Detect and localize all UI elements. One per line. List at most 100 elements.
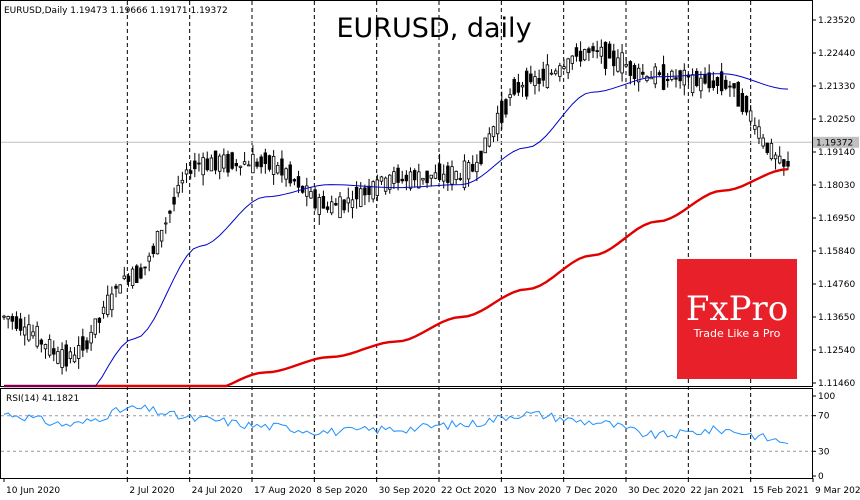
price-tick-label: 1.22440 xyxy=(818,49,855,59)
candle-body xyxy=(130,268,135,286)
candle-body xyxy=(193,160,197,170)
price-tick-label: 1.12540 xyxy=(818,346,855,356)
candle-body xyxy=(483,137,487,154)
candle-body xyxy=(616,57,620,72)
candle-body xyxy=(454,170,458,180)
candle-body xyxy=(238,165,243,168)
candle-body xyxy=(184,169,189,175)
candle-body xyxy=(296,176,301,188)
candle-body xyxy=(541,68,545,81)
candle-body xyxy=(143,266,147,269)
candle-body xyxy=(218,155,222,172)
candle-body xyxy=(450,166,454,185)
candle-body xyxy=(666,78,670,82)
candle-body xyxy=(255,161,259,167)
candle-body xyxy=(197,162,201,165)
candle-body xyxy=(230,152,234,169)
candle-body xyxy=(732,83,736,89)
candle-body xyxy=(60,349,64,368)
candle-body xyxy=(479,150,483,165)
candle-body xyxy=(574,47,579,57)
candle-body xyxy=(188,170,193,174)
candle-body xyxy=(284,168,288,180)
candle-body xyxy=(695,70,699,87)
candle-body xyxy=(359,188,363,207)
candle-body xyxy=(354,186,359,200)
date-tick-label: 2 Jul 2020 xyxy=(129,486,174,496)
candle-body xyxy=(595,50,599,52)
candle-body xyxy=(64,344,68,367)
rsi-title: RSI(14) 41.1821 xyxy=(6,394,79,404)
candle-body xyxy=(251,153,255,174)
candle-body xyxy=(234,163,238,167)
rsi-axis-ticks: 100 70 30 0 xyxy=(812,392,835,482)
candle-body xyxy=(151,245,156,254)
candle-body xyxy=(89,331,93,344)
candle-body xyxy=(512,79,516,95)
candle-body xyxy=(392,171,396,184)
rsi-tick-label: 70 xyxy=(818,412,830,422)
candle-body xyxy=(147,255,151,262)
candle-body xyxy=(433,172,438,179)
candle-body xyxy=(711,80,716,88)
candle-body xyxy=(583,49,587,61)
date-tick-label: 22 Oct 2020 xyxy=(441,486,497,496)
candle-body xyxy=(587,48,591,53)
candle-body xyxy=(719,71,724,92)
candle-body xyxy=(500,100,504,123)
candle-body xyxy=(23,326,27,336)
candle-body xyxy=(425,170,429,184)
candle-body xyxy=(421,177,425,181)
candle-body xyxy=(317,197,321,215)
candle-body xyxy=(549,72,554,75)
price-tick-label: 1.20250 xyxy=(818,115,855,125)
candle-body xyxy=(43,344,48,350)
price-tick-label: 1.15840 xyxy=(818,247,855,257)
date-tick-label: 30 Sep 2020 xyxy=(379,486,436,496)
candle-body xyxy=(363,187,367,196)
candle-body xyxy=(707,72,711,89)
candle-body xyxy=(280,158,284,176)
candle-body xyxy=(122,275,126,279)
candle-body xyxy=(52,348,56,355)
candle-body xyxy=(222,154,226,169)
candle-body xyxy=(458,178,462,180)
candle-body xyxy=(748,110,753,122)
candle-body xyxy=(309,191,313,199)
candle-body xyxy=(342,199,346,211)
candle-body xyxy=(259,156,263,168)
candle-body xyxy=(632,65,637,80)
candle-body xyxy=(495,112,500,135)
candle-body xyxy=(641,71,645,75)
candle-body xyxy=(653,66,657,85)
ma-fast-line xyxy=(4,73,789,387)
candle-body xyxy=(47,339,52,356)
candle-body xyxy=(118,284,122,294)
candle-body xyxy=(744,95,749,113)
price-axis-ticks: 1.23520 1.22440 1.21330 1.20250 1.19140 1.180… xyxy=(812,16,855,389)
candle-body xyxy=(724,79,728,89)
candle-body xyxy=(533,76,537,87)
candle-body xyxy=(504,99,508,115)
candle-body xyxy=(558,65,562,77)
candle-body xyxy=(607,43,612,59)
candle-body xyxy=(97,317,102,323)
candle-body xyxy=(524,70,529,97)
candle-body xyxy=(226,153,230,173)
candle-body xyxy=(263,152,268,164)
current-price-label: 1.19372 xyxy=(816,138,853,148)
candle-body xyxy=(350,199,355,209)
candle-body xyxy=(446,165,450,183)
candle-body xyxy=(288,164,292,184)
rsi-tick-label: 0 xyxy=(818,472,824,482)
candle-body xyxy=(201,157,205,176)
candle-body xyxy=(778,155,782,164)
candle-body xyxy=(31,331,35,337)
candle-body xyxy=(110,293,114,311)
candle-body xyxy=(313,189,317,209)
candle-body xyxy=(491,126,496,138)
candle-body xyxy=(271,156,276,175)
candle-body xyxy=(159,229,164,242)
chart-title: EURUSD, daily xyxy=(336,13,531,44)
